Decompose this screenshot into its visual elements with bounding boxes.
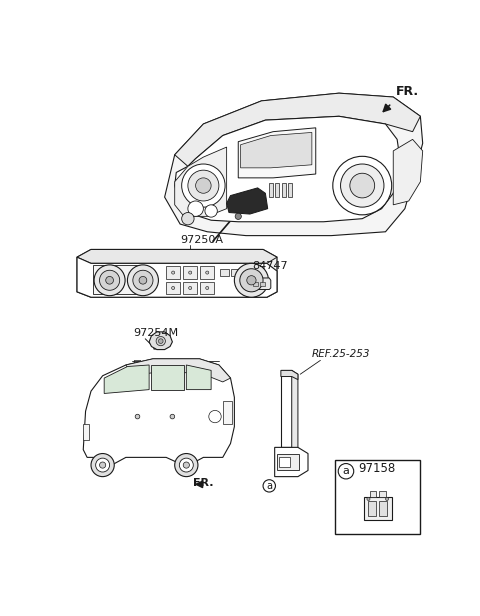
Bar <box>166 266 180 278</box>
Circle shape <box>181 164 225 207</box>
Circle shape <box>156 336 166 346</box>
Bar <box>166 282 180 294</box>
Text: a: a <box>266 481 272 491</box>
Circle shape <box>189 271 192 274</box>
Polygon shape <box>240 132 312 168</box>
Polygon shape <box>281 370 292 447</box>
Bar <box>93 265 141 294</box>
Text: 97250A: 97250A <box>180 235 223 245</box>
Circle shape <box>188 201 204 216</box>
Circle shape <box>340 164 384 207</box>
Circle shape <box>205 205 217 217</box>
Text: 84747: 84747 <box>252 261 288 270</box>
Polygon shape <box>275 447 308 477</box>
Circle shape <box>183 462 190 468</box>
Circle shape <box>235 213 241 219</box>
Polygon shape <box>281 370 298 379</box>
Circle shape <box>172 286 175 290</box>
Circle shape <box>196 178 211 193</box>
Circle shape <box>338 464 354 479</box>
Polygon shape <box>364 496 392 520</box>
Circle shape <box>206 286 209 290</box>
Circle shape <box>170 414 175 419</box>
Circle shape <box>188 170 219 201</box>
Circle shape <box>99 462 106 468</box>
Polygon shape <box>186 365 211 390</box>
Circle shape <box>206 271 209 274</box>
Bar <box>369 501 376 516</box>
Text: FR.: FR. <box>396 85 419 98</box>
Polygon shape <box>77 249 277 298</box>
Polygon shape <box>238 128 316 178</box>
Bar <box>277 453 299 471</box>
Bar <box>183 266 197 278</box>
Circle shape <box>91 453 114 477</box>
Circle shape <box>385 498 389 500</box>
Polygon shape <box>126 359 230 382</box>
Circle shape <box>234 263 268 298</box>
Bar <box>260 282 264 286</box>
Circle shape <box>135 414 140 419</box>
Polygon shape <box>83 359 234 467</box>
Bar <box>253 269 262 277</box>
Text: 97254M: 97254M <box>133 328 179 338</box>
Polygon shape <box>149 332 172 349</box>
Bar <box>379 501 387 516</box>
Bar <box>379 492 385 498</box>
Circle shape <box>127 265 158 296</box>
Bar <box>282 184 286 197</box>
Bar <box>253 282 258 286</box>
Bar <box>223 401 232 424</box>
Circle shape <box>99 270 120 290</box>
Bar <box>231 269 240 277</box>
Polygon shape <box>175 147 227 216</box>
Circle shape <box>175 453 198 477</box>
Bar <box>279 456 290 468</box>
Circle shape <box>106 277 113 284</box>
Polygon shape <box>165 93 423 235</box>
Polygon shape <box>175 116 401 222</box>
Circle shape <box>96 458 109 472</box>
Polygon shape <box>77 249 277 264</box>
Polygon shape <box>175 93 420 166</box>
Bar <box>288 184 292 197</box>
Circle shape <box>350 173 375 198</box>
Circle shape <box>189 286 192 290</box>
Circle shape <box>240 269 263 292</box>
Circle shape <box>139 277 147 284</box>
Circle shape <box>172 271 175 274</box>
Polygon shape <box>152 365 184 390</box>
Bar <box>242 269 251 277</box>
Circle shape <box>180 458 193 472</box>
Polygon shape <box>77 257 277 298</box>
Circle shape <box>133 270 153 290</box>
Circle shape <box>263 480 276 492</box>
Bar <box>370 492 376 498</box>
Bar <box>276 184 279 197</box>
Text: FR.: FR. <box>193 478 214 488</box>
Bar <box>183 282 197 294</box>
Circle shape <box>367 498 370 500</box>
Text: 97158: 97158 <box>359 463 396 476</box>
Bar <box>83 424 89 440</box>
Circle shape <box>209 410 221 423</box>
Polygon shape <box>104 365 149 394</box>
Circle shape <box>181 213 194 225</box>
Polygon shape <box>393 139 423 205</box>
Bar <box>269 184 273 197</box>
Bar <box>200 266 214 278</box>
Text: REF.25-253: REF.25-253 <box>312 349 371 359</box>
Circle shape <box>333 156 392 215</box>
Circle shape <box>158 339 163 344</box>
Bar <box>335 461 420 533</box>
Circle shape <box>247 275 256 285</box>
Polygon shape <box>250 278 271 290</box>
Polygon shape <box>227 188 268 214</box>
Bar <box>220 269 229 277</box>
Text: a: a <box>343 466 349 476</box>
Bar <box>200 282 214 294</box>
Circle shape <box>94 265 125 296</box>
Polygon shape <box>292 370 298 451</box>
